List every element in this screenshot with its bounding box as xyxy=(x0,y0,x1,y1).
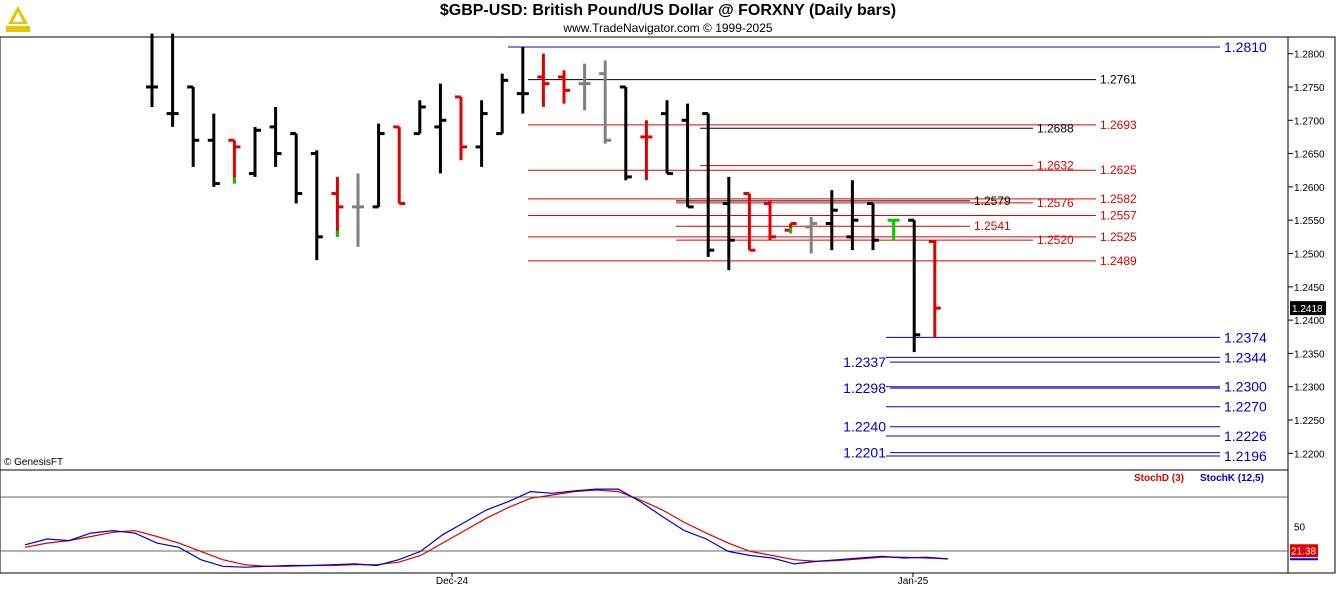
y-tick-label: 1.2750 xyxy=(1294,83,1325,94)
level-label: 1.2541 xyxy=(974,219,1011,233)
trade-navigator-logo-icon xyxy=(4,4,32,34)
stoch-last-value: 21.38 xyxy=(1291,546,1316,557)
y-tick-label: 1.2700 xyxy=(1294,116,1325,127)
y-tick-label: 1.2450 xyxy=(1294,283,1325,294)
stoch-panel-frame xyxy=(0,469,1289,574)
y-tick-label: 1.2650 xyxy=(1294,150,1325,161)
level-label: 1.2693 xyxy=(1100,118,1137,132)
y-tick-label: 1.2500 xyxy=(1294,250,1325,261)
y-tick-label: 1.2600 xyxy=(1294,183,1325,194)
stochk-line xyxy=(24,488,949,568)
level-label: 1.2226 xyxy=(1224,428,1267,444)
level-label: 1.2520 xyxy=(1037,233,1074,247)
level-label: 1.2525 xyxy=(1100,230,1137,244)
level-label: 1.2582 xyxy=(1100,192,1137,206)
level-label: 1.2688 xyxy=(1037,121,1074,135)
x-tick-label: Dec-24 xyxy=(436,576,469,587)
last-price-label: 1.2418 xyxy=(1292,304,1323,315)
level-label: 1.2337 xyxy=(843,354,886,370)
chart-title: $GBP-USD: British Pound/US Dollar @ FORX… xyxy=(439,2,897,19)
y-tick-label: 1.2550 xyxy=(1294,216,1325,227)
y-tick-label: 1.2250 xyxy=(1294,416,1325,427)
level-label: 1.2240 xyxy=(843,419,886,435)
x-tick-label: Jan-25 xyxy=(898,576,929,587)
level-label: 1.2810 xyxy=(1224,39,1267,55)
y-tick-label: 1.2800 xyxy=(1294,50,1325,61)
level-label: 1.2579 xyxy=(974,194,1011,208)
copyright-text: © GenesisFT xyxy=(4,457,64,468)
level-label: 1.2270 xyxy=(1224,399,1267,415)
level-label: 1.2576 xyxy=(1037,196,1074,210)
level-label: 1.2298 xyxy=(843,380,886,396)
y-tick-label: 1.2200 xyxy=(1294,449,1325,460)
stochd-line xyxy=(24,489,949,567)
level-label: 1.2196 xyxy=(1224,448,1267,464)
level-label: 1.2300 xyxy=(1224,379,1267,395)
level-label: 1.2557 xyxy=(1100,209,1137,223)
y-axis-frame xyxy=(1287,36,1336,574)
stochk-legend: StochK (12,5) xyxy=(1200,473,1264,484)
stoch-y-tick-label: 50 xyxy=(1294,523,1306,534)
level-label: 1.2761 xyxy=(1100,73,1137,87)
y-tick-label: 1.2300 xyxy=(1294,383,1325,394)
level-label: 1.2625 xyxy=(1100,163,1137,177)
y-tick-label: 1.2400 xyxy=(1294,316,1325,327)
level-label: 1.2344 xyxy=(1224,349,1267,365)
chart-subtitle: www.TradeNavigator.com © 1999-2025 xyxy=(563,21,773,35)
level-label: 1.2489 xyxy=(1100,254,1137,268)
stoch-last-value-box xyxy=(1290,544,1318,558)
level-label: 1.2374 xyxy=(1224,329,1267,345)
y-tick-label: 1.2350 xyxy=(1294,349,1325,360)
stochd-legend: StochD (3) xyxy=(1134,473,1184,484)
last-price-box xyxy=(1290,301,1326,316)
level-label: 1.2632 xyxy=(1037,159,1074,173)
level-label: 1.2201 xyxy=(843,445,886,461)
